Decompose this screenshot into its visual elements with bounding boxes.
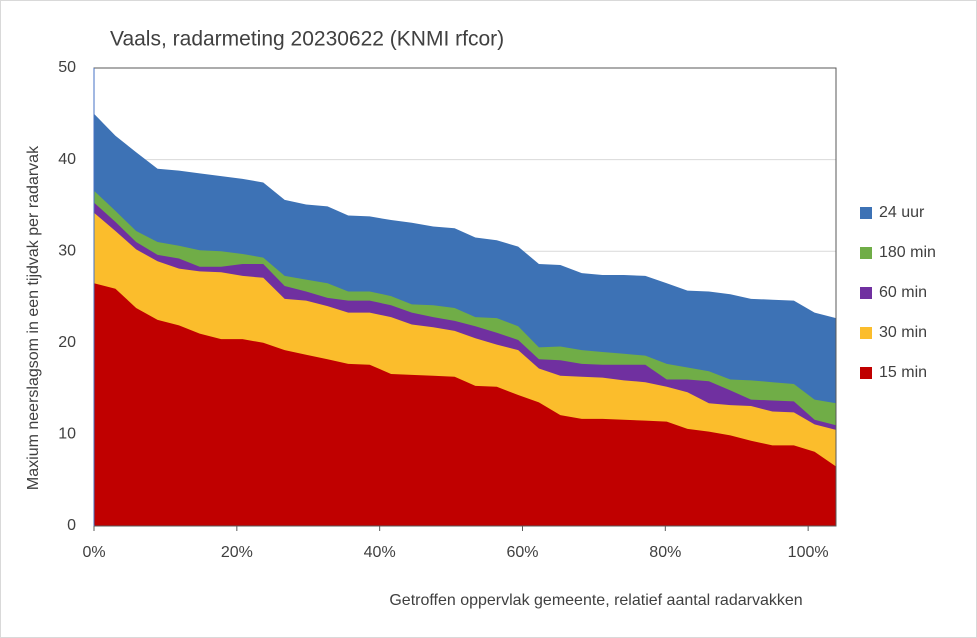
- x-tick-label: 20%: [221, 544, 253, 561]
- legend-swatch: [860, 247, 872, 259]
- x-tick-label: 0%: [82, 544, 105, 561]
- x-tick-label: 100%: [788, 544, 829, 561]
- y-tick-label: 40: [58, 151, 76, 168]
- x-tick-label: 40%: [364, 544, 396, 561]
- legend-label: 180 min: [879, 244, 936, 261]
- y-tick-label: 20: [58, 334, 76, 351]
- y-tick-label: 50: [58, 59, 76, 76]
- y-tick-label: 0: [67, 517, 76, 534]
- y-tick-label: 30: [58, 242, 76, 259]
- legend-label: 60 min: [879, 284, 927, 301]
- x-tick-label: 60%: [506, 544, 538, 561]
- area: [94, 283, 836, 526]
- x-axis-label: Getroffen oppervlak gemeente, relatief a…: [389, 592, 802, 609]
- legend-swatch: [860, 327, 872, 339]
- legend-swatch: [860, 367, 872, 379]
- x-tick-label: 80%: [649, 544, 681, 561]
- legend-swatch: [860, 207, 872, 219]
- legend-label: 30 min: [879, 324, 927, 341]
- chart-title: Vaals, radarmeting 20230622 (KNMI rfcor): [110, 28, 504, 51]
- y-axis-label: Maxium neerslagsom in een tijdvak per ra…: [25, 145, 42, 490]
- legend-swatch: [860, 287, 872, 299]
- legend-label: 15 min: [879, 364, 927, 381]
- y-tick-label: 10: [58, 426, 76, 443]
- legend-label: 24 uur: [879, 204, 925, 221]
